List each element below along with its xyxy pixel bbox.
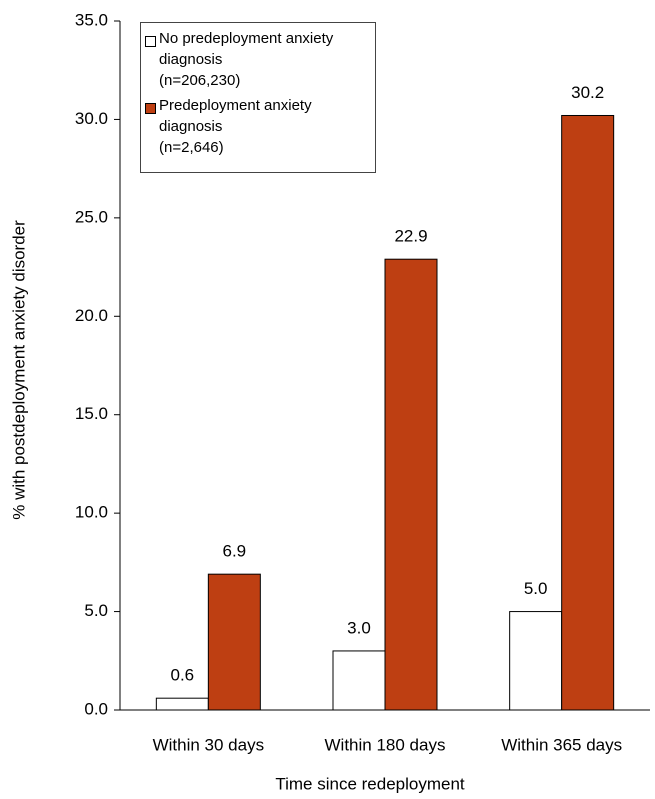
y-tick-label: 15.0 bbox=[75, 404, 108, 423]
y-tick-label: 30.0 bbox=[75, 109, 108, 128]
y-tick-label: 5.0 bbox=[84, 601, 108, 620]
x-tick-label: Within 30 days bbox=[153, 735, 265, 754]
x-axis-label: Time since redeployment bbox=[275, 774, 465, 793]
legend-swatch bbox=[145, 103, 156, 114]
bar bbox=[207, 573, 261, 711]
y-tick-label: 25.0 bbox=[75, 207, 108, 226]
value-label: 3.0 bbox=[347, 618, 371, 637]
legend-entry: Predeployment anxiety diagnosis (n=2,646… bbox=[145, 97, 371, 158]
legend-entry: No predeployment anxiety diagnosis (n=20… bbox=[145, 30, 371, 91]
x-tick-label: Within 365 days bbox=[501, 735, 622, 754]
legend-label: Predeployment anxiety diagnosis (n=2,646… bbox=[159, 97, 312, 156]
value-label: 5.0 bbox=[524, 579, 548, 598]
bar bbox=[509, 611, 563, 711]
value-label: 30.2 bbox=[571, 83, 604, 102]
bar bbox=[384, 258, 438, 711]
bar bbox=[332, 650, 386, 711]
legend-label: No predeployment anxiety diagnosis (n=20… bbox=[159, 30, 334, 89]
x-tick-label: Within 180 days bbox=[325, 735, 446, 754]
bar bbox=[561, 114, 615, 711]
legend: No predeployment anxiety diagnosis (n=20… bbox=[140, 22, 376, 173]
legend-swatch bbox=[145, 36, 156, 47]
value-label: 6.9 bbox=[223, 542, 247, 561]
bar bbox=[155, 697, 209, 711]
value-label: 0.6 bbox=[171, 666, 195, 685]
y-tick-label: 10.0 bbox=[75, 503, 108, 522]
y-axis-label: % with postdeployment anxiety disorder bbox=[9, 220, 28, 520]
y-tick-label: 0.0 bbox=[84, 699, 108, 718]
value-label: 22.9 bbox=[394, 227, 427, 246]
y-tick-label: 20.0 bbox=[75, 306, 108, 325]
y-tick-label: 35.0 bbox=[75, 10, 108, 29]
